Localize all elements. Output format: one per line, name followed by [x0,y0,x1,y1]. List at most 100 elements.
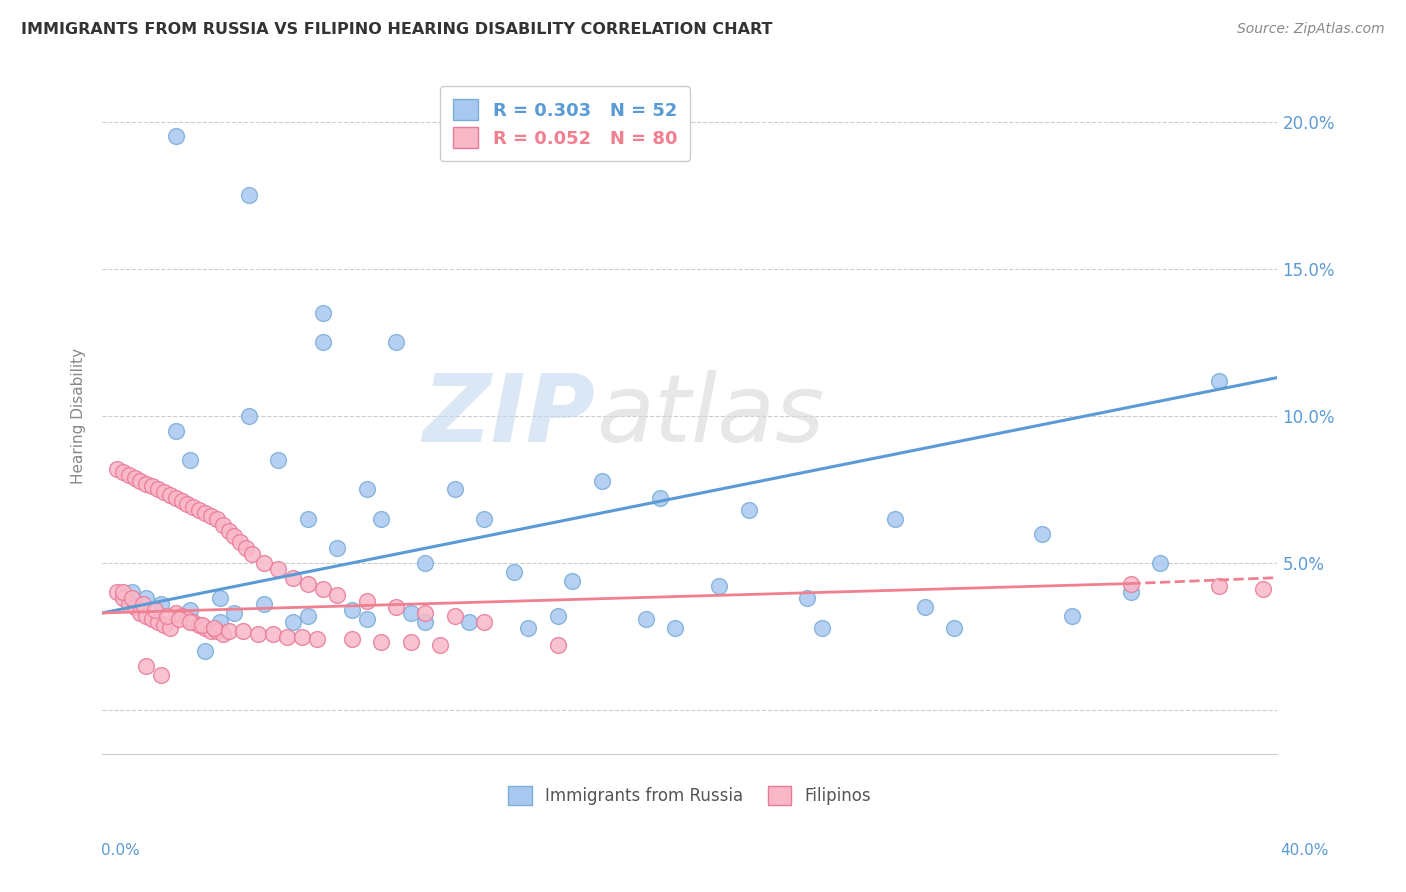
Point [1149,556,1171,570]
Point [502,565,524,579]
Point [165,129,187,144]
Text: 0.0%: 0.0% [101,843,141,858]
Point [211,517,233,532]
Point [121,591,143,606]
Point [472,512,495,526]
Point [188,617,211,632]
Point [415,556,437,570]
Point [124,600,146,615]
Point [326,588,349,602]
Point [415,615,437,629]
Point [664,621,686,635]
Point [291,630,314,644]
Point [458,615,481,629]
Point [179,603,201,617]
Text: IMMIGRANTS FROM RUSSIA VS FILIPINO HEARING DISABILITY CORRELATION CHART: IMMIGRANTS FROM RUSSIA VS FILIPINO HEARI… [21,22,772,37]
Point [943,621,966,635]
Point [547,608,569,623]
Point [141,479,163,493]
Point [208,615,231,629]
Text: atlas: atlas [596,370,824,461]
Point [153,485,176,500]
Y-axis label: Hearing Disability: Hearing Disability [72,348,86,483]
Point [105,462,128,476]
Point [356,483,378,497]
Point [1208,579,1230,593]
Point [370,512,392,526]
Point [111,465,134,479]
Point [443,608,465,623]
Point [135,608,157,623]
Text: Source: ZipAtlas.com: Source: ZipAtlas.com [1237,22,1385,37]
Point [118,597,141,611]
Point [229,535,252,549]
Point [340,603,363,617]
Point [179,615,201,629]
Point [370,635,392,649]
Point [262,626,284,640]
Point [238,188,260,202]
Point [194,621,217,635]
Point [385,335,408,350]
Point [311,306,333,320]
Point [399,635,422,649]
Point [240,547,263,561]
Point [385,600,408,615]
Point [283,615,305,629]
Point [356,612,378,626]
Point [884,512,907,526]
Point [135,659,157,673]
Point [211,626,233,640]
Point [194,644,217,658]
Point [200,624,222,638]
Text: 40.0%: 40.0% [1281,843,1329,858]
Point [111,585,134,599]
Point [132,597,155,611]
Point [267,562,290,576]
Point [399,606,422,620]
Point [276,630,298,644]
Point [1119,576,1142,591]
Point [129,474,152,488]
Point [235,541,257,556]
Point [297,608,319,623]
Point [429,638,451,652]
Point [135,591,157,606]
Point [146,615,169,629]
Point [135,476,157,491]
Point [205,512,228,526]
Point [200,508,222,523]
Point [326,541,349,556]
Point [165,491,187,506]
Point [149,597,172,611]
Point [176,497,198,511]
Point [141,612,163,626]
Point [356,594,378,608]
Point [159,488,181,502]
Point [1251,582,1274,597]
Point [305,632,328,647]
Point [129,606,152,620]
Point [159,621,181,635]
Point [181,615,204,629]
Point [1208,374,1230,388]
Point [205,624,228,638]
Point [709,579,731,593]
Point [547,638,569,652]
Point [181,500,204,514]
Point [253,556,276,570]
Point [105,585,128,599]
Point [170,608,193,623]
Point [267,453,290,467]
Point [283,571,305,585]
Point [121,585,143,599]
Point [179,453,201,467]
Point [218,524,240,538]
Point [415,606,437,620]
Point [153,617,176,632]
Point [191,617,214,632]
Point [146,483,169,497]
Legend: Immigrants from Russia, Filipinos: Immigrants from Russia, Filipinos [501,778,880,814]
Point [149,667,172,681]
Point [224,529,246,543]
